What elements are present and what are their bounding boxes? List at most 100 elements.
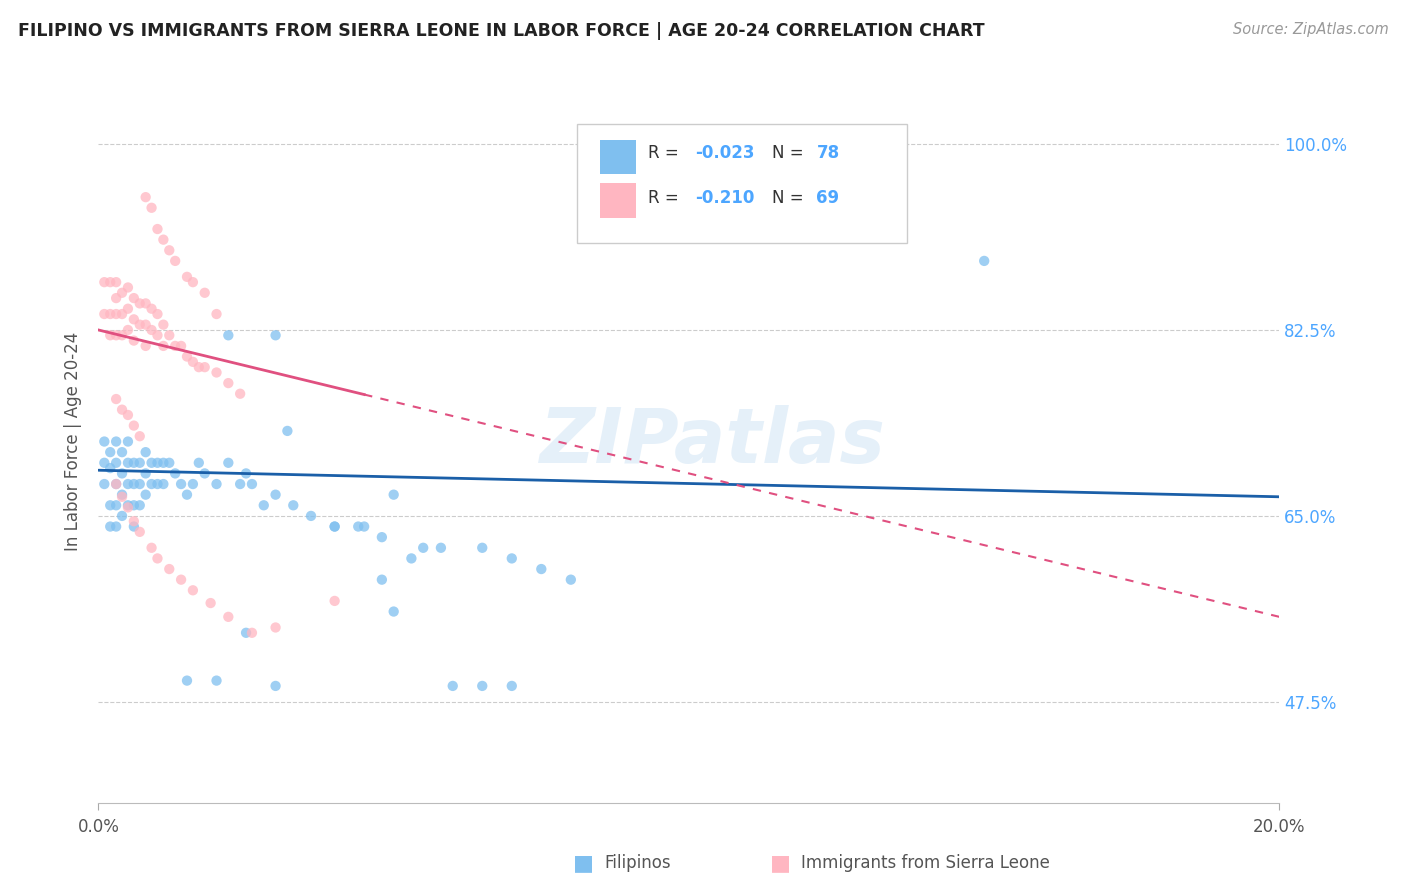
Point xyxy=(323,594,346,608)
Point xyxy=(146,222,169,236)
Point xyxy=(111,467,134,481)
Point xyxy=(98,519,121,533)
Point xyxy=(501,679,523,693)
Y-axis label: In Labor Force | Age 20-24: In Labor Force | Age 20-24 xyxy=(65,332,83,551)
Point xyxy=(128,498,150,512)
Point xyxy=(135,445,157,459)
Point xyxy=(122,519,145,533)
Point xyxy=(205,673,228,688)
Point xyxy=(128,524,150,539)
Text: 78: 78 xyxy=(817,144,839,161)
Point xyxy=(217,456,239,470)
Text: -0.023: -0.023 xyxy=(695,144,755,161)
Point xyxy=(105,477,128,491)
Point xyxy=(170,339,193,353)
Point xyxy=(111,488,134,502)
Point xyxy=(105,275,128,289)
Point xyxy=(98,445,121,459)
Point xyxy=(141,323,163,337)
Point xyxy=(98,328,121,343)
Point xyxy=(240,477,263,491)
Point xyxy=(157,562,180,576)
Point xyxy=(264,488,287,502)
Text: Immigrants from Sierra Leone: Immigrants from Sierra Leone xyxy=(801,855,1050,872)
Point xyxy=(135,488,157,502)
Point xyxy=(229,477,252,491)
Point xyxy=(117,498,139,512)
Point xyxy=(141,477,163,491)
Point xyxy=(176,488,198,502)
Point xyxy=(122,477,145,491)
Point xyxy=(128,296,150,310)
Point xyxy=(205,366,228,380)
Point xyxy=(501,551,523,566)
Point xyxy=(105,392,128,406)
Point xyxy=(235,467,257,481)
Point xyxy=(181,275,204,289)
Point xyxy=(170,573,193,587)
Text: -0.210: -0.210 xyxy=(695,189,754,207)
Point xyxy=(135,190,157,204)
Text: N =: N = xyxy=(772,144,808,161)
Text: ZIPatlas: ZIPatlas xyxy=(540,405,886,478)
Point xyxy=(111,285,134,300)
Point xyxy=(194,285,217,300)
Point xyxy=(194,467,217,481)
Bar xyxy=(600,183,636,218)
Point xyxy=(176,269,198,284)
Point xyxy=(111,445,134,459)
Point xyxy=(347,519,370,533)
Point xyxy=(176,350,198,364)
Point xyxy=(973,254,995,268)
Point xyxy=(194,360,217,375)
Point xyxy=(146,456,169,470)
Point xyxy=(240,625,263,640)
Point xyxy=(122,334,145,348)
Point xyxy=(187,360,209,375)
Point xyxy=(264,620,287,634)
Point xyxy=(430,541,453,555)
Point xyxy=(152,456,174,470)
Point xyxy=(217,328,239,343)
Point xyxy=(181,477,204,491)
Text: Source: ZipAtlas.com: Source: ZipAtlas.com xyxy=(1233,22,1389,37)
Point xyxy=(181,355,204,369)
Point xyxy=(217,610,239,624)
Point xyxy=(401,551,423,566)
Point xyxy=(141,456,163,470)
Point xyxy=(111,508,134,523)
Point xyxy=(235,625,257,640)
Point xyxy=(382,605,405,619)
Point xyxy=(412,541,434,555)
Point xyxy=(471,541,494,555)
Text: ■: ■ xyxy=(770,854,790,873)
Point xyxy=(157,328,180,343)
Point xyxy=(146,307,169,321)
Point xyxy=(98,307,121,321)
Text: 69: 69 xyxy=(817,189,839,207)
Point xyxy=(105,328,128,343)
Point xyxy=(105,519,128,533)
Point xyxy=(530,562,553,576)
Point xyxy=(382,488,405,502)
Point xyxy=(117,434,139,449)
Point xyxy=(93,434,115,449)
Point xyxy=(157,244,180,258)
Point xyxy=(283,498,305,512)
Point xyxy=(200,596,222,610)
Point xyxy=(128,429,150,443)
Point xyxy=(111,328,134,343)
Text: Filipinos: Filipinos xyxy=(605,855,671,872)
Point xyxy=(135,318,157,332)
Point xyxy=(276,424,298,438)
Text: R =: R = xyxy=(648,144,683,161)
Point xyxy=(117,301,139,316)
Point xyxy=(441,679,464,693)
Point xyxy=(128,456,150,470)
Point xyxy=(141,541,163,555)
Point xyxy=(146,477,169,491)
Point xyxy=(128,318,150,332)
Point xyxy=(122,312,145,326)
Point xyxy=(181,583,204,598)
Point xyxy=(165,467,187,481)
